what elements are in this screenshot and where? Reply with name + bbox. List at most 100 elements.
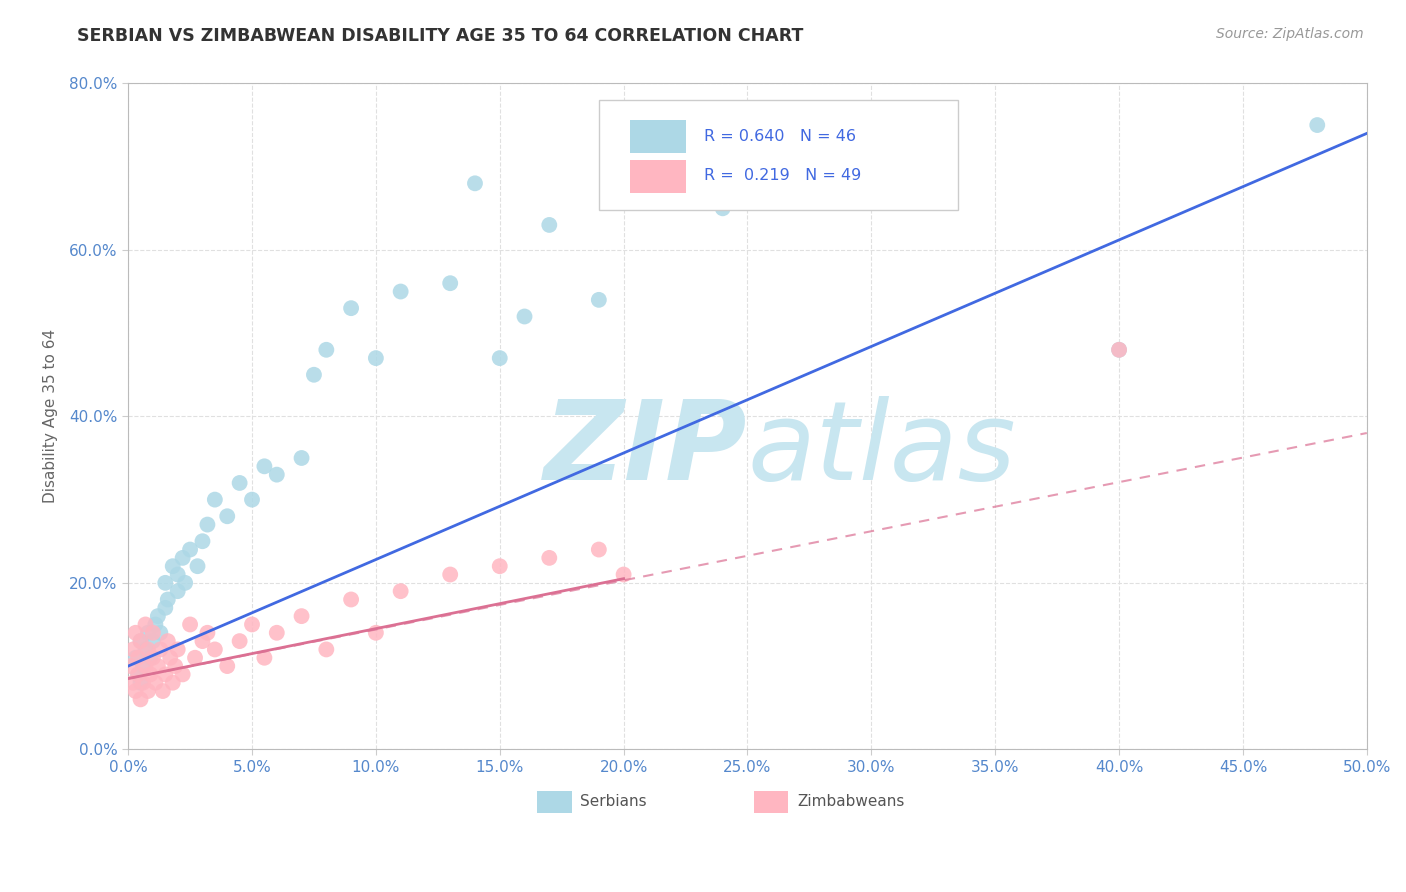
Point (613, 567, 636, 582)
Point (315, 343, 337, 357)
Point (155, 667, 177, 681)
Point (464, 177, 486, 191)
Point (166, 584, 188, 599)
Point (240, 492, 263, 507)
Point (149, 642, 172, 657)
Point (152, 684, 174, 698)
Point (228, 475, 250, 490)
Point (172, 550, 194, 565)
Point (134, 642, 156, 657)
Point (217, 659, 239, 673)
Text: atlas: atlas (748, 396, 1017, 503)
Text: Source: ZipAtlas.com: Source: ZipAtlas.com (1216, 27, 1364, 41)
Point (162, 675, 184, 690)
Point (488, 351, 510, 365)
Point (340, 301, 363, 315)
Point (149, 625, 172, 640)
Point (191, 634, 214, 648)
Point (197, 517, 219, 532)
Point (315, 642, 337, 657)
Point (290, 609, 312, 624)
Point (266, 467, 288, 482)
Point (290, 450, 312, 465)
Point (136, 642, 159, 657)
Point (139, 650, 162, 665)
FancyBboxPatch shape (599, 100, 957, 210)
Point (139, 667, 162, 681)
Point (165, 659, 187, 673)
Point (204, 642, 226, 657)
Point (364, 625, 387, 640)
Point (253, 459, 276, 474)
Point (179, 617, 201, 632)
Point (1108, 343, 1130, 357)
Point (174, 575, 197, 590)
Point (364, 351, 387, 365)
Point (159, 650, 181, 665)
Point (132, 659, 155, 673)
Point (439, 567, 461, 582)
FancyBboxPatch shape (630, 120, 686, 153)
Point (162, 559, 184, 574)
Point (129, 692, 152, 706)
Point (1108, 343, 1130, 357)
Text: SERBIAN VS ZIMBABWEAN DISABILITY AGE 35 TO 64 CORRELATION CHART: SERBIAN VS ZIMBABWEAN DISABILITY AGE 35 … (77, 27, 804, 45)
Point (166, 642, 188, 657)
Text: ZIP: ZIP (544, 396, 748, 503)
FancyBboxPatch shape (630, 160, 686, 194)
Point (186, 559, 208, 574)
Point (1306, 118, 1329, 132)
Point (155, 600, 177, 615)
Point (142, 634, 165, 648)
Point (156, 634, 179, 648)
Point (538, 218, 561, 232)
Text: Serbians: Serbians (581, 795, 647, 809)
Point (179, 542, 201, 557)
FancyBboxPatch shape (537, 791, 572, 813)
Point (340, 592, 363, 607)
Point (145, 617, 167, 632)
Point (136, 684, 159, 698)
Point (389, 584, 412, 599)
Point (124, 625, 146, 640)
Point (127, 667, 149, 681)
Point (132, 675, 155, 690)
Point (253, 650, 276, 665)
Point (145, 675, 167, 690)
Point (711, 202, 734, 216)
Point (302, 368, 325, 382)
Point (172, 667, 194, 681)
Point (136, 625, 159, 640)
FancyBboxPatch shape (754, 791, 789, 813)
Point (124, 650, 146, 665)
Point (166, 567, 188, 582)
Point (127, 667, 149, 681)
Point (266, 625, 288, 640)
Point (184, 650, 207, 665)
Point (129, 634, 152, 648)
Point (204, 492, 226, 507)
Point (129, 675, 152, 690)
Point (122, 642, 145, 657)
Point (120, 659, 142, 673)
Point (142, 650, 165, 665)
Point (513, 310, 536, 324)
Point (146, 609, 169, 624)
Point (588, 542, 610, 557)
Point (124, 684, 146, 698)
Point (439, 276, 461, 290)
Point (389, 285, 412, 299)
Point (191, 534, 214, 549)
Point (134, 659, 156, 673)
Point (538, 550, 561, 565)
Point (142, 625, 165, 640)
Point (217, 509, 239, 524)
Point (488, 559, 510, 574)
Point (129, 634, 152, 648)
Y-axis label: Disability Age 35 to 64: Disability Age 35 to 64 (44, 329, 58, 503)
Text: Zimbabweans: Zimbabweans (797, 795, 904, 809)
Point (146, 659, 169, 673)
Point (122, 675, 145, 690)
Point (156, 592, 179, 607)
Text: R =  0.219   N = 49: R = 0.219 N = 49 (704, 168, 862, 183)
